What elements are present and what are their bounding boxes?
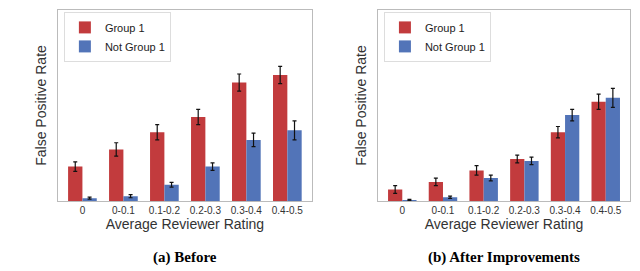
svg-text:False Positive Rate: False Positive Rate xyxy=(353,45,369,166)
svg-text:0.3-0.4: 0.3-0.4 xyxy=(549,205,581,216)
svg-text:0: 0 xyxy=(80,205,86,216)
svg-text:0-0.1: 0-0.1 xyxy=(432,205,455,216)
svg-text:(b) After Improvements: (b) After Improvements xyxy=(428,249,580,266)
svg-text:(a) Before: (a) Before xyxy=(153,249,217,266)
svg-text:0.2-0.3: 0.2-0.3 xyxy=(190,205,222,216)
svg-text:0.1-0.2: 0.1-0.2 xyxy=(149,205,181,216)
svg-text:Average Reviewer Rating: Average Reviewer Rating xyxy=(425,216,584,232)
svg-text:False Positive Rate: False Positive Rate xyxy=(33,45,49,166)
svg-text:0.4-0.5: 0.4-0.5 xyxy=(272,205,304,216)
svg-text:0.2-0.3: 0.2-0.3 xyxy=(509,205,541,216)
svg-text:Not Group 1: Not Group 1 xyxy=(105,41,165,53)
svg-text:0.4-0.5: 0.4-0.5 xyxy=(590,205,622,216)
svg-text:Not Group 1: Not Group 1 xyxy=(425,41,485,53)
svg-text:Group 1: Group 1 xyxy=(105,22,145,34)
svg-text:0.3-0.4: 0.3-0.4 xyxy=(231,205,263,216)
svg-text:Average Reviewer Rating: Average Reviewer Rating xyxy=(106,216,265,232)
svg-text:Group 1: Group 1 xyxy=(425,22,465,34)
svg-text:0-0.1: 0-0.1 xyxy=(112,205,135,216)
svg-text:0: 0 xyxy=(400,205,406,216)
svg-text:0.1-0.2: 0.1-0.2 xyxy=(468,205,500,216)
